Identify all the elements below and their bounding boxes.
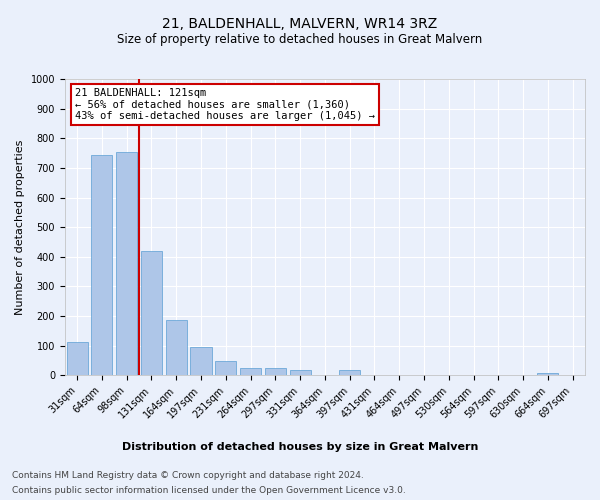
Bar (538, 373, 559, 376)
Text: Contains HM Land Registry data © Crown copyright and database right 2024.: Contains HM Land Registry data © Crown c… (12, 471, 364, 480)
Text: 21 BALDENHALL: 121sqm
← 56% of detached houses are smaller (1,360)
43% of semi-d: 21 BALDENHALL: 121sqm ← 56% of detached … (75, 88, 375, 121)
Bar (215, 361, 236, 376)
Bar (91, 155, 112, 376)
Bar (339, 370, 360, 376)
Bar (116, 152, 137, 376)
Text: Distribution of detached houses by size in Great Malvern: Distribution of detached houses by size … (122, 442, 478, 452)
Bar (166, 320, 187, 376)
Y-axis label: Number of detached properties: Number of detached properties (15, 140, 25, 315)
Bar (265, 368, 286, 376)
Text: Contains public sector information licensed under the Open Government Licence v3: Contains public sector information licen… (12, 486, 406, 495)
Bar (141, 251, 162, 376)
Bar (67, 342, 88, 376)
Bar (190, 346, 212, 376)
Bar (240, 368, 261, 376)
Text: 21, BALDENHALL, MALVERN, WR14 3RZ: 21, BALDENHALL, MALVERN, WR14 3RZ (163, 18, 437, 32)
Text: Size of property relative to detached houses in Great Malvern: Size of property relative to detached ho… (118, 32, 482, 46)
Bar (290, 370, 311, 376)
